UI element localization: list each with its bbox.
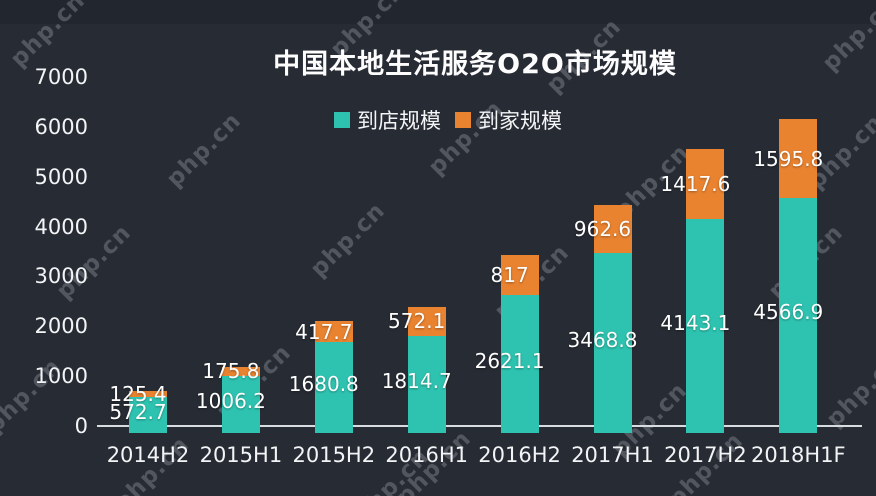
bar-segment-到家规模-2014H2 xyxy=(129,391,167,398)
y-axis-tick-label: 2000 xyxy=(34,314,88,339)
legend: 到店规模 到家规模 xyxy=(334,105,562,135)
bar-value-label: 817 xyxy=(490,262,529,287)
bar-value-label: 125.4 xyxy=(109,382,167,407)
y-axis-tick-label: 6000 xyxy=(34,114,88,139)
y-axis-tick-label: 5000 xyxy=(34,164,88,189)
bar-segment-到家规模-2016H1 xyxy=(407,307,446,336)
bar-value-label: 1814.7 xyxy=(381,368,452,393)
y-axis-tick-label: 7000 xyxy=(34,65,88,89)
x-axis-tick-label: 2017H2 xyxy=(664,443,747,467)
bar-segment-到店规模-2014H2 xyxy=(129,397,167,433)
bar-segment-到店规模-2016H2 xyxy=(500,295,539,433)
x-axis-tick-label: 2017H1 xyxy=(571,443,654,467)
y-axis-tick-label: 4000 xyxy=(34,214,88,239)
bar-value-label: 4143.1 xyxy=(660,310,731,335)
legend-label: 到店规模 xyxy=(357,109,441,133)
legend-swatch-icon xyxy=(334,112,350,128)
bar-value-label: 962.6 xyxy=(573,217,632,242)
x-axis-tick-label: 2016H1 xyxy=(385,443,468,467)
bar-value-label: 417.7 xyxy=(295,319,353,344)
x-axis-tick-label: 2018H1F xyxy=(750,443,846,467)
y-axis-tick-label: 3000 xyxy=(34,264,88,289)
bar-value-label: 175.8 xyxy=(202,359,260,384)
bar-segment-到店规模-2015H2 xyxy=(314,342,353,433)
x-axis-tick-label: 2015H2 xyxy=(292,443,376,467)
x-axis-line xyxy=(97,425,862,427)
bar-value-label: 1006.2 xyxy=(195,388,266,413)
bar-segment-到家规模-2017H1 xyxy=(593,205,632,254)
bar-segment-到家规模-2017H2 xyxy=(686,148,725,220)
x-axis-tick-label: 2014H2 xyxy=(106,443,190,467)
bar-segment-到家规模-2016H2 xyxy=(500,254,539,296)
y-axis-tick-label: 0 xyxy=(74,414,88,438)
chart-title: 中国本地生活服务O2O市场规模 xyxy=(273,49,677,80)
background-top-strip xyxy=(0,0,876,24)
legend-label: 到家规模 xyxy=(478,109,562,133)
legend-item-0[interactable]: 到店规模 xyxy=(334,105,441,135)
bar-segment-到家规模-2015H1 xyxy=(221,367,260,376)
watermark-text: php.cn xyxy=(305,197,391,283)
y-axis-tick-label: 1000 xyxy=(34,364,88,389)
x-axis-tick-label: 2016H2 xyxy=(478,443,561,467)
bar-value-label: 572.1 xyxy=(388,309,446,334)
bar-segment-到家规模-2018H1F xyxy=(779,118,818,199)
x-axis-tick-label: 2015H1 xyxy=(199,443,283,467)
bar-segment-到家规模-2015H2 xyxy=(314,321,353,343)
legend-item-1[interactable]: 到家规模 xyxy=(455,105,562,135)
watermark-text: php.cn xyxy=(161,107,247,193)
watermark-text: php.cn xyxy=(821,347,876,433)
bar-segment-到店规模-2018H1F xyxy=(779,198,818,433)
legend-swatch-icon xyxy=(455,112,471,128)
bar-segment-到店规模-2015H1 xyxy=(221,375,260,433)
bar-segment-到店规模-2017H1 xyxy=(593,253,632,433)
bar-value-label: 3468.8 xyxy=(567,327,638,352)
bar-segment-到店规模-2016H1 xyxy=(407,335,446,433)
bar-value-label: 1680.8 xyxy=(288,372,359,397)
bar-value-label: 4566.9 xyxy=(753,300,824,325)
bar-segment-到店规模-2017H2 xyxy=(686,219,725,433)
bar-value-label: 1595.8 xyxy=(753,146,824,171)
bar-value-label: 572.7 xyxy=(109,399,167,424)
bar-value-label: 2621.1 xyxy=(474,348,545,373)
bar-value-label: 1417.6 xyxy=(660,172,731,197)
